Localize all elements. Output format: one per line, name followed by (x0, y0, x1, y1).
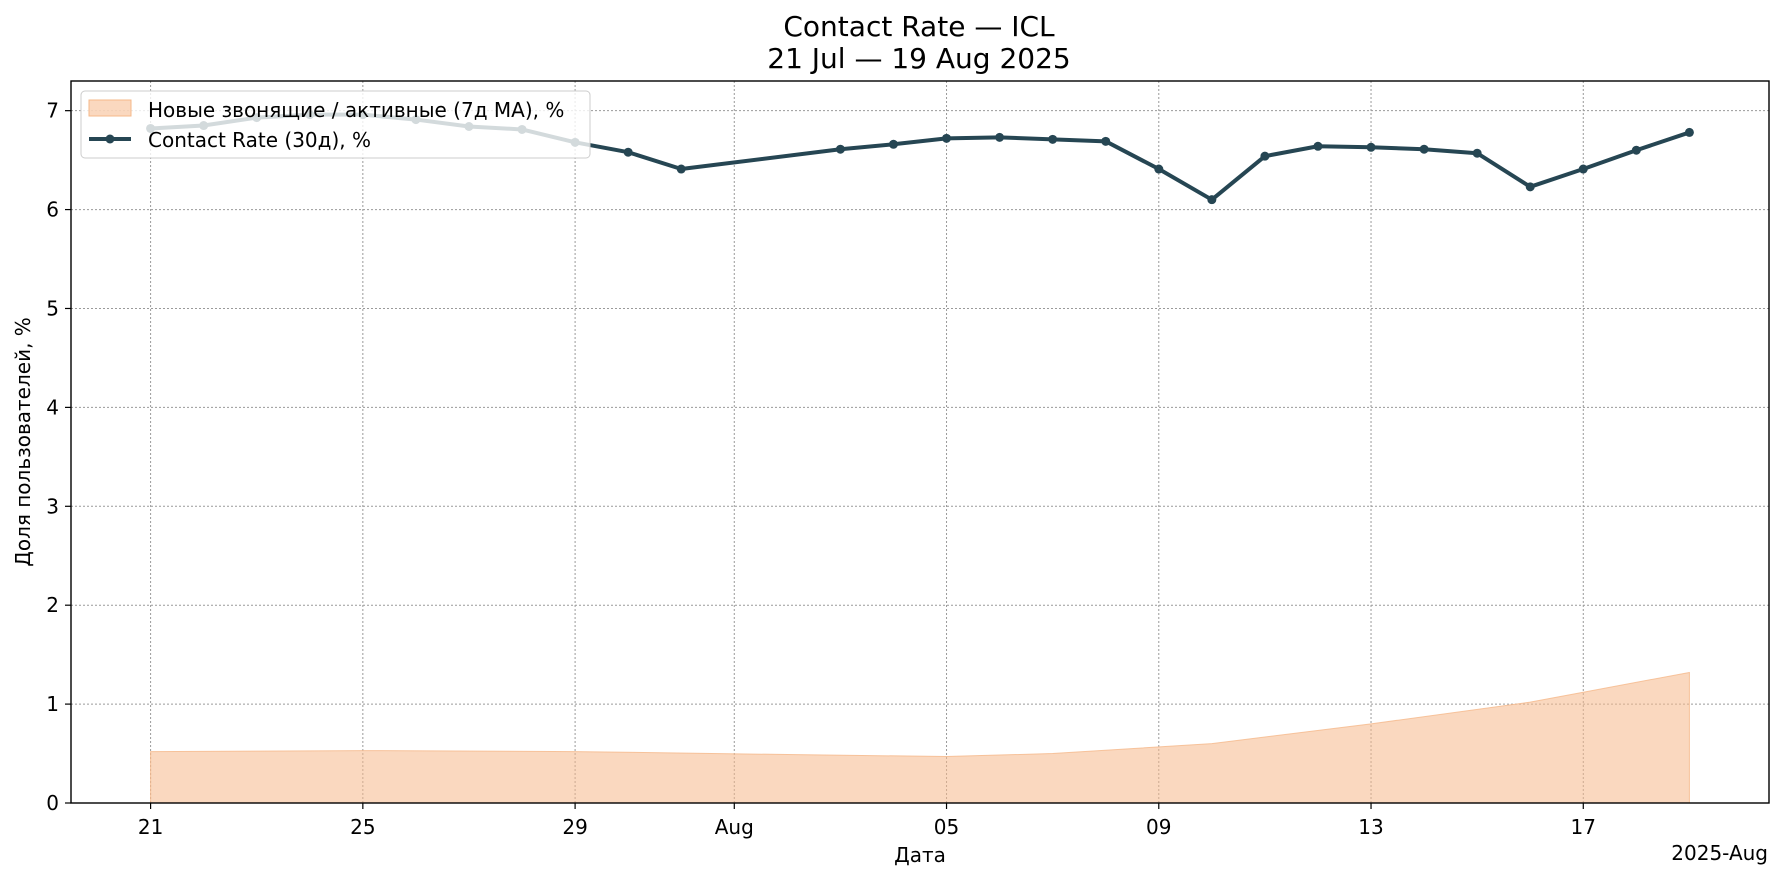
line-series-point (1631, 145, 1641, 155)
x-axis-offset-label: 2025-Aug (1671, 841, 1768, 865)
x-tick-label: 17 (1571, 815, 1596, 839)
x-tick-label: 21 (138, 815, 163, 839)
line-series-point (676, 164, 686, 174)
x-tick-label: 25 (350, 815, 375, 839)
x-tick-label: 05 (934, 815, 959, 839)
plot-frame (70, 80, 1770, 804)
y-tick-label: 3 (46, 494, 59, 518)
line-series-point (1101, 136, 1111, 146)
line-series-point (1419, 144, 1429, 154)
line-series-point (1525, 182, 1535, 192)
line-series-point (995, 132, 1005, 142)
y-tick-label: 5 (46, 296, 59, 320)
line-series-point (942, 133, 952, 143)
area-series (150, 671, 1690, 804)
chart-title-line-1: Contact Rate — ICL (783, 10, 1055, 43)
x-axis-ticks: 21 25 29 Aug 05 09 13 17 (138, 803, 1596, 839)
line-series-point (623, 147, 633, 157)
legend-swatch-area (88, 99, 132, 117)
legend-label-area: Новые звонящие / активные (7д MA), % (148, 98, 564, 122)
y-tick-label: 4 (46, 395, 59, 419)
legend-swatch-marker (105, 134, 115, 144)
x-tick-label: Aug (715, 815, 754, 839)
line-series-point (1207, 195, 1217, 205)
x-tick-label: 09 (1146, 815, 1171, 839)
x-tick-label: 13 (1358, 815, 1383, 839)
legend-box (80, 90, 591, 159)
line-series-point (1366, 142, 1376, 152)
line-series-point (1472, 148, 1482, 158)
y-tick-label: 0 (46, 791, 59, 815)
y-tick-label: 1 (46, 692, 59, 716)
line-series-point (835, 144, 845, 154)
legend: Новые звонящие / активные (7д MA), % Con… (80, 90, 591, 159)
line-series-point (1684, 127, 1694, 137)
y-axis-ticks: 0 1 2 3 4 5 6 7 (46, 99, 71, 815)
y-tick-label: 6 (46, 198, 59, 222)
line-series-point (1313, 141, 1323, 151)
line-series-point (888, 139, 898, 149)
x-axis-label: Дата (894, 843, 946, 867)
y-tick-label: 7 (46, 99, 59, 123)
line-series-point (1048, 134, 1058, 144)
y-axis-label: Доля пользователей, % (11, 317, 35, 567)
area-series-path (150, 671, 1690, 804)
line-series-point (1154, 164, 1164, 174)
line-series-point (1578, 164, 1588, 174)
line-series-point (1260, 151, 1270, 161)
x-tick-label: 29 (562, 815, 587, 839)
y-tick-label: 2 (46, 593, 59, 617)
chart-title-line-2: 21 Jul — 19 Aug 2025 (767, 42, 1070, 75)
legend-label-line: Contact Rate (30д), % (148, 128, 371, 152)
